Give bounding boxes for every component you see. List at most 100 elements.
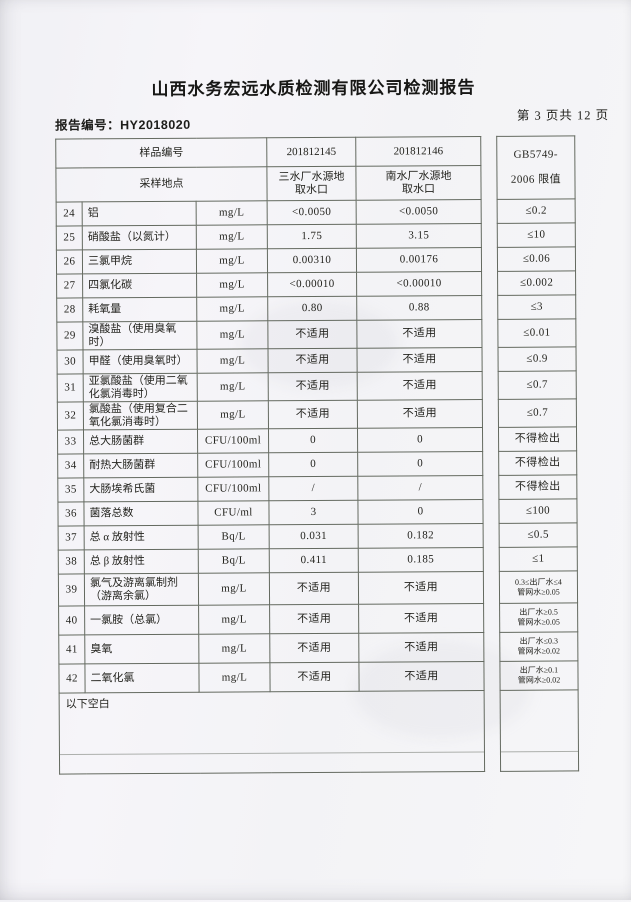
unit: mg/L — [198, 662, 271, 693]
page-number-info: 第 3 页共 12 页 — [516, 108, 610, 123]
row-number: 28 — [56, 297, 83, 323]
row-number: 26 — [56, 249, 83, 275]
location-1-line2: 取水口 — [294, 183, 329, 196]
row-number: 41 — [58, 634, 85, 665]
sample2-value: 不适用 — [358, 603, 484, 634]
sample-id-1: 201812145 — [266, 137, 356, 167]
location-label: 采样地点 — [55, 166, 268, 203]
sample1-value: 0.80 — [267, 296, 357, 321]
unit: Bq/L — [198, 548, 270, 574]
limit-value: ≤3 — [497, 294, 576, 320]
limit-row: ≤0.06 — [497, 246, 576, 272]
sample1-value: 不适用 — [267, 320, 358, 349]
table-row: 27 四氯化碳 mg/L <0.00010 <0.00010 — [56, 271, 482, 299]
sample2-value: <0.0050 — [356, 199, 482, 225]
sample2-value: 3.15 — [356, 223, 482, 249]
limit-row: ≤100 — [498, 498, 578, 524]
table-row: 31 亚氯酸盐（使用二氧 化氯消毒时） mg/L 不适用 不适用 — [57, 371, 483, 403]
unit: CFU/ml — [197, 500, 270, 526]
limit-row: 出厂水≥0.5 管网水≥0.05 — [499, 602, 578, 633]
sample2-value: 不适用 — [358, 571, 484, 605]
unit: CFU/100ml — [197, 452, 269, 478]
parameter-name: 亚氯酸盐（使用二氧 化氯消毒时） — [83, 373, 198, 402]
sample2-value: 不适用 — [357, 347, 483, 373]
sample1-value: 不适用 — [268, 400, 358, 429]
limit-header-row: GB5749- 2006 限值 — [496, 135, 576, 200]
parameter-name: 耐热大肠菌群 — [83, 453, 198, 478]
sample1-value: 0 — [268, 428, 358, 453]
table-row: 39 氯气及游离氯制剂 （游离余氯） mg/L 不适用 不适用 — [58, 571, 484, 607]
limit-value: ≤0.002 — [497, 270, 576, 296]
parameter-name: 一氯胺（总氯） — [84, 605, 199, 635]
parameter-name: 氯酸盐（使用复合二 氧化氯消毒时） — [83, 401, 198, 430]
sample1-value: <0.00010 — [267, 272, 357, 297]
parameter-name: 硝酸盐（以氮计） — [82, 225, 197, 250]
unit: mg/L — [198, 633, 270, 664]
table-row: 30 甲醛（使用臭氧时） mg/L 不适用 不适用 — [57, 347, 483, 375]
sample1-value: 3 — [268, 500, 359, 525]
sample2-value: 不适用 — [358, 661, 485, 692]
parameter-name: 总大肠菌群 — [83, 429, 198, 454]
sample2-value: 不适用 — [356, 319, 482, 349]
unit: mg/L — [196, 296, 268, 322]
limit-value: ≤0.2 — [497, 198, 576, 224]
limit-blank-cell — [500, 689, 579, 772]
sample1-value: 不适用 — [268, 372, 358, 401]
table-row: 38 总 β 放射性 Bq/L 0.411 0.185 — [58, 547, 484, 575]
sample1-value: 不适用 — [269, 604, 359, 634]
unit: mg/L — [196, 224, 268, 250]
limit-value: ≤0.06 — [497, 246, 576, 272]
limit-value: ≤0.7 — [498, 398, 577, 428]
sample1-value: 0.031 — [269, 524, 359, 549]
limit-value: ≤100 — [498, 498, 578, 524]
sample1-value: 0.00310 — [267, 248, 357, 273]
sample-id-2: 201812146 — [355, 136, 481, 167]
row-number: 37 — [58, 525, 85, 551]
sample1-value: 不适用 — [269, 662, 360, 692]
results-table-body: 样品编号 201812145 201812146 采样地点 三水厂水源地 取水口… — [55, 136, 485, 775]
sample1-value: <0.0050 — [267, 200, 357, 225]
limit-header-line2: 2006 限值 — [510, 173, 562, 186]
limit-value: ≤1 — [499, 546, 578, 572]
location-1: 三水厂水源地 取水口 — [266, 166, 357, 201]
parameter-name: 大肠埃希氏菌 — [83, 477, 198, 502]
table-row: 36 菌落总数 CFU/ml 3 0 — [57, 499, 484, 527]
parameter-name: 四氯化碳 — [82, 273, 197, 298]
row-number: 39 — [58, 573, 85, 607]
unit: mg/L — [196, 200, 268, 226]
row-number: 24 — [56, 201, 83, 227]
limit-value: 不得检出 — [498, 426, 577, 452]
parameter-name: 总 α 放射性 — [84, 525, 199, 550]
limit-row: 出厂水≥0.1 管网水≥0.02 — [499, 660, 579, 691]
limit-row: ≤1 — [499, 546, 578, 572]
table-row: 35 大肠埃希氏菌 CFU/100ml / / — [57, 475, 483, 503]
sample2-value: 0 — [357, 499, 484, 525]
limit-value: ≤0.9 — [497, 346, 577, 372]
limit-value: 出厂水≥0.5 管网水≥0.05 — [499, 602, 578, 633]
unit: mg/L — [197, 400, 269, 430]
table-row: 41 臭氧 mg/L 不适用 不适用 — [58, 632, 484, 665]
sample2-value: / — [357, 475, 483, 501]
row-number: 32 — [57, 401, 84, 431]
unit: mg/L — [198, 572, 270, 606]
table-row: 40 一氯胺（总氯） mg/L 不适用 不适用 — [58, 603, 484, 636]
limit-row: ≤0.2 — [497, 198, 576, 224]
limit-row: ≤0.7 — [498, 370, 577, 400]
row-number: 38 — [58, 549, 85, 575]
sample2-value: <0.00010 — [356, 271, 482, 297]
table-row: 26 三氯甲烷 mg/L 0.00310 0.00176 — [56, 247, 482, 275]
parameter-name: 耗氧量 — [82, 297, 197, 322]
parameter-name: 三氯甲烷 — [82, 249, 197, 274]
table-row: 25 硝酸盐（以氮计） mg/L 1.75 3.15 — [56, 223, 482, 251]
row-number: 34 — [57, 453, 84, 479]
limit-row: ≤0.01 — [497, 318, 576, 348]
table-row: 24 铝 mg/L <0.0050 <0.0050 — [56, 199, 482, 227]
limit-value: ≤0.5 — [499, 522, 578, 548]
table-row: 37 总 α 放射性 Bq/L 0.031 0.182 — [58, 523, 484, 551]
sample2-value: 不适用 — [357, 371, 483, 401]
table-row: 32 氯酸盐（使用复合二 氧化氯消毒时） mg/L 不适用 不适用 — [57, 399, 483, 431]
table-row: 28 耗氧量 mg/L 0.80 0.88 — [56, 295, 482, 323]
table-row: 29 溴酸盐（使用臭氧 时） mg/L 不适用 不适用 — [56, 319, 482, 351]
parameter-name: 溴酸盐（使用臭氧 时） — [82, 321, 198, 350]
